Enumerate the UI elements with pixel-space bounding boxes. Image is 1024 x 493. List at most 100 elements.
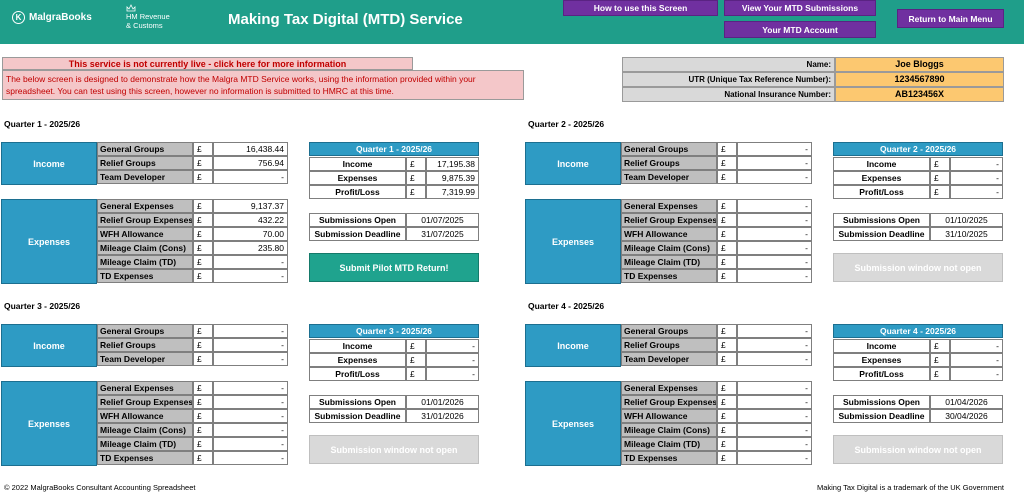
currency-symbol: £ [717, 142, 737, 156]
hmrc-logo: HM Revenue & Customs [126, 4, 170, 30]
expense-row-label: WFH Allowance [97, 227, 193, 241]
income-row-value: - [213, 170, 288, 184]
income-category: Income [525, 142, 621, 185]
income-row-label: General Groups [97, 142, 193, 156]
expense-row-value: 235.80 [213, 241, 288, 255]
expense-row-label: Mileage Claim (Cons) [97, 423, 193, 437]
quarter-heading: Quarter 2 - 2025/26 [528, 119, 605, 129]
currency-symbol: £ [193, 395, 213, 409]
currency-symbol: £ [717, 409, 737, 423]
currency-symbol: £ [193, 423, 213, 437]
currency-symbol: £ [193, 241, 213, 255]
expense-row-label: Relief Group Expenses [97, 213, 193, 227]
currency-symbol: £ [717, 381, 737, 395]
summary-row-label: Expenses [309, 353, 406, 367]
expenses-category: Expenses [525, 381, 621, 466]
currency-symbol: £ [193, 324, 213, 338]
submission-deadline-label: Submission Deadline [309, 227, 406, 241]
currency-symbol: £ [193, 255, 213, 269]
submission-deadline-date: 31/01/2026 [406, 409, 479, 423]
income-row-value: - [213, 324, 288, 338]
expense-row-value: - [213, 409, 288, 423]
currency-symbol: £ [406, 157, 426, 171]
utr-label: UTR (Unique Tax Reference Number): [622, 72, 835, 87]
expense-row-value: 9,137.37 [213, 199, 288, 213]
currency-symbol: £ [930, 185, 950, 199]
expense-row-value: - [213, 269, 288, 283]
summary-row-value: - [426, 353, 479, 367]
expense-row-value: - [737, 437, 812, 451]
income-row-label: Relief Groups [97, 338, 193, 352]
summary-row-label: Profit/Loss [309, 367, 406, 381]
currency-symbol: £ [930, 171, 950, 185]
expense-row-value: - [213, 423, 288, 437]
income-category: Income [1, 142, 97, 185]
currency-symbol: £ [717, 213, 737, 227]
page-title: Making Tax Digital (MTD) Service [228, 11, 463, 28]
summary-row-value: - [426, 339, 479, 353]
trademark-footer: Making Tax Digital is a trademark of the… [816, 483, 1004, 492]
currency-symbol: £ [717, 395, 737, 409]
income-row-label: Team Developer [97, 352, 193, 366]
expense-row-label: Mileage Claim (TD) [97, 437, 193, 451]
income-row-value: - [213, 338, 288, 352]
quarter-summary-header: Quarter 2 - 2025/26 [833, 142, 1003, 156]
quarter-summary-header: Quarter 1 - 2025/26 [309, 142, 479, 156]
submission-window-closed-button: Submission window not open [309, 435, 479, 464]
currency-symbol: £ [193, 213, 213, 227]
submissions-open-label: Submissions Open [833, 213, 930, 227]
mtd-account-button[interactable]: Your MTD Account [724, 21, 876, 38]
expense-row-label: General Expenses [621, 199, 717, 213]
submission-window-closed-button: Submission window not open [833, 253, 1003, 282]
expense-row-value: - [737, 269, 812, 283]
quarter-summary-header: Quarter 4 - 2025/26 [833, 324, 1003, 338]
expense-row-value: - [213, 381, 288, 395]
how-to-use-button[interactable]: How to use this Screen [563, 0, 718, 16]
view-submissions-button[interactable]: View Your MTD Submissions [724, 0, 876, 16]
return-main-menu-button[interactable]: Return to Main Menu [897, 9, 1004, 28]
expense-row-value: - [737, 451, 812, 465]
expense-row-value: - [213, 451, 288, 465]
summary-row-value: 9,875.39 [426, 171, 479, 185]
currency-symbol: £ [717, 255, 737, 269]
income-row-label: General Groups [621, 142, 717, 156]
name-label: Name: [622, 57, 835, 72]
summary-row-value: - [950, 157, 1003, 171]
income-row-label: Relief Groups [621, 338, 717, 352]
currency-symbol: £ [406, 185, 426, 199]
income-row-label: General Groups [621, 324, 717, 338]
expense-row-value: - [737, 381, 812, 395]
summary-row-label: Expenses [833, 171, 930, 185]
submissions-open-date: 01/10/2025 [930, 213, 1003, 227]
currency-symbol: £ [406, 353, 426, 367]
not-live-notice-link[interactable]: This service is not currently live - cli… [2, 57, 413, 70]
demo-notice-text: The below screen is designed to demonstr… [2, 70, 524, 100]
income-category: Income [1, 324, 97, 367]
summary-row-value: - [950, 353, 1003, 367]
summary-row-label: Profit/Loss [309, 185, 406, 199]
submissions-open-label: Submissions Open [309, 213, 406, 227]
expense-row-label: Mileage Claim (TD) [621, 255, 717, 269]
quarter-summary-header: Quarter 3 - 2025/26 [309, 324, 479, 338]
currency-symbol: £ [193, 409, 213, 423]
currency-symbol: £ [193, 352, 213, 366]
copyright-footer: © 2022 MalgraBooks Consultant Accounting… [4, 483, 196, 492]
income-row-value: - [213, 352, 288, 366]
currency-symbol: £ [717, 437, 737, 451]
currency-symbol: £ [717, 324, 737, 338]
expense-row-label: Mileage Claim (TD) [621, 437, 717, 451]
expense-row-label: TD Expenses [621, 269, 717, 283]
income-row-value: - [737, 324, 812, 338]
submissions-open-label: Submissions Open [833, 395, 930, 409]
expense-row-label: General Expenses [621, 381, 717, 395]
income-row-value: 756.94 [213, 156, 288, 170]
expense-row-label: Mileage Claim (TD) [97, 255, 193, 269]
expense-row-label: General Expenses [97, 199, 193, 213]
income-row-value: - [737, 156, 812, 170]
income-row-label: Relief Groups [621, 156, 717, 170]
summary-row-value: - [950, 171, 1003, 185]
quarter-heading: Quarter 3 - 2025/26 [4, 301, 81, 311]
currency-symbol: £ [717, 241, 737, 255]
taxpayer-name: Joe Bloggs [835, 57, 1004, 72]
submit-mtd-return-button[interactable]: Submit Pilot MTD Return! [309, 253, 479, 282]
